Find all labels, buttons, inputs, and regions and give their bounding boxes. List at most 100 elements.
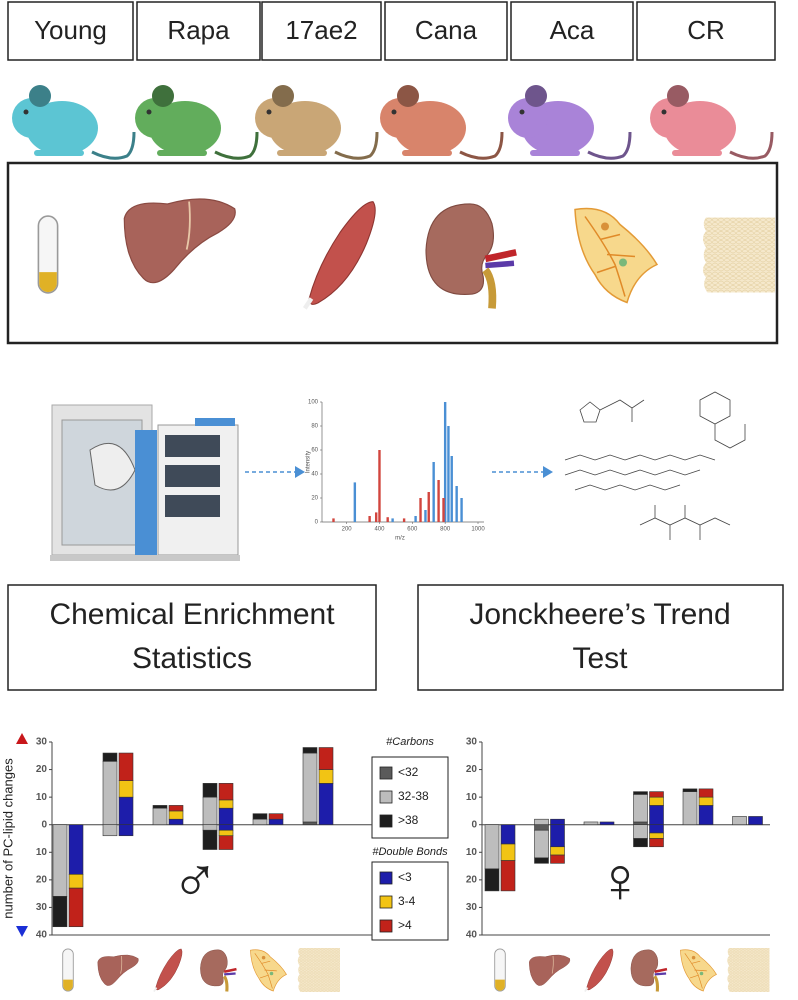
mouse-ear: [272, 85, 294, 107]
y-tick-label: 0: [471, 819, 477, 830]
mouse-ear: [152, 85, 174, 107]
bar-segment: [218, 824, 234, 831]
legend-swatch: [379, 871, 393, 885]
legend-label: >4: [398, 918, 412, 932]
peak: [402, 518, 406, 522]
mouse-feet: [157, 150, 207, 156]
bar-segment: [102, 760, 118, 826]
tissue-icon: [152, 947, 184, 993]
mouse-ear: [525, 85, 547, 107]
legend-label: >38: [398, 813, 419, 827]
adipose-icon: [573, 207, 659, 304]
sex-symbol: ♂: [171, 844, 219, 916]
bar-segment: [68, 824, 84, 875]
bar-segment: [168, 805, 184, 812]
tissue-icon: [97, 954, 139, 987]
peak: [391, 518, 394, 522]
mouse-ear-shade: [29, 85, 51, 107]
panel-title: Jonckheere’s Trend Test: [469, 598, 730, 675]
bar-segment: [302, 747, 318, 754]
mouse-head: [508, 98, 548, 138]
y-tick-label: 40: [311, 472, 318, 478]
bar-segment: [118, 780, 134, 798]
bar-segment: [302, 752, 318, 823]
bar-segment: [698, 805, 714, 826]
bar-segment: [168, 818, 184, 826]
bar-segment: [550, 854, 565, 864]
bar-segment: [268, 818, 284, 826]
tissue-icon: [679, 949, 717, 992]
bar-segment: [52, 896, 68, 928]
bar-segment: [583, 821, 599, 826]
mouse-eye: [146, 109, 152, 115]
bar-segment: [633, 838, 648, 848]
bar-segment: [152, 805, 168, 809]
bar-segment: [649, 824, 664, 834]
peak: [424, 510, 427, 522]
legend-swatch: [379, 814, 393, 828]
mouse-ear: [29, 85, 51, 107]
y-tick-label: 0: [315, 520, 319, 526]
x-tick-label: 200: [342, 527, 353, 533]
bar-segment: [152, 807, 168, 826]
mouse-feet: [277, 150, 327, 156]
tissue-icon: [198, 947, 239, 994]
bar-segment: [649, 832, 664, 839]
bar-segment: [118, 796, 134, 826]
arrow-head: [16, 926, 28, 937]
mouse-eye: [23, 109, 29, 115]
mouse-eye: [266, 109, 272, 115]
bar-segment: [202, 829, 218, 850]
y-tick-label: 10: [466, 792, 478, 803]
group-box: [384, 1, 508, 61]
plasma-icon: [36, 214, 60, 295]
y-tick-label: 10: [36, 847, 48, 858]
mouse-feet: [672, 150, 722, 156]
y-tick-label: 100: [308, 400, 319, 406]
group-box: [510, 1, 634, 61]
bar-segment: [318, 769, 334, 784]
mouse-tail-shade: [459, 131, 504, 160]
arrow-head: [543, 466, 553, 478]
mouse-tail: [334, 131, 379, 160]
mouse-head: [255, 98, 295, 138]
y-tick-label: 10: [36, 792, 48, 803]
peak: [368, 516, 371, 522]
y-tick-label: 20: [466, 764, 478, 775]
y-tick-label: 20: [311, 496, 318, 502]
y-tick-label: 40: [36, 930, 48, 941]
group-box: [636, 1, 776, 61]
mouse-tail-shade: [729, 131, 774, 160]
mouse-tail: [729, 131, 774, 160]
bar-segment: [633, 791, 648, 795]
legend-box: [371, 861, 449, 941]
bar-segment: [484, 824, 500, 870]
bar-segment: [68, 887, 84, 928]
legend-title: #Double Bonds: [372, 846, 448, 858]
mouse-tail: [214, 131, 259, 160]
x-axis-label: m/z: [395, 536, 405, 542]
bar-segment: [168, 810, 184, 820]
bar-segment: [534, 829, 549, 859]
y-tick-label: 30: [36, 902, 48, 913]
bar-segment: [118, 752, 134, 781]
legend-label: <3: [398, 870, 412, 884]
y-tick-label: 30: [466, 902, 478, 913]
peak: [432, 462, 435, 522]
peak: [450, 456, 453, 522]
x-tick-label: 800: [440, 527, 451, 533]
x-tick-label: 600: [407, 527, 418, 533]
legend-swatch: [379, 919, 393, 933]
group-label: 17ae2: [285, 15, 357, 45]
bar-segment: [550, 824, 565, 848]
bar-segment: [682, 788, 698, 792]
bar-segment: [534, 857, 549, 864]
peak: [455, 486, 458, 522]
legend-swatch: [379, 895, 393, 909]
peak: [353, 482, 357, 522]
y-tick-label: 60: [311, 448, 318, 454]
group-label: Rapa: [167, 15, 230, 45]
legend-box: [371, 756, 449, 839]
bar-segment: [698, 788, 714, 798]
instrument: [50, 404, 240, 561]
